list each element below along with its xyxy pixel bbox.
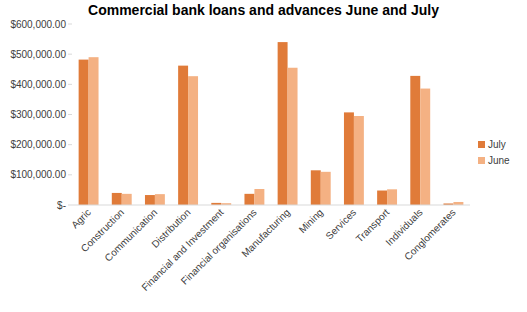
x-axis	[72, 205, 470, 206]
y-tick	[68, 24, 72, 25]
y-tick	[68, 174, 72, 175]
bar	[244, 194, 254, 205]
x-tick-label: Manufacturing	[239, 207, 292, 260]
bar	[254, 189, 264, 205]
bar	[89, 57, 99, 205]
bar	[122, 194, 132, 205]
y-tick-label: $200,000.00	[10, 139, 66, 150]
y-tick	[68, 114, 72, 115]
bar	[377, 191, 387, 205]
legend-label: June	[488, 155, 510, 166]
bar	[321, 172, 331, 205]
y-tick	[68, 54, 72, 55]
bar	[155, 194, 165, 205]
bar	[278, 42, 288, 205]
y-tick-label: $-	[57, 200, 66, 211]
bar	[288, 68, 298, 205]
bar	[112, 193, 122, 205]
bar	[178, 66, 188, 205]
x-tick-label: Agric	[69, 207, 93, 231]
bar	[420, 89, 430, 205]
bar	[188, 76, 198, 205]
y-tick-label: $600,000.00	[10, 19, 66, 30]
y-tick	[68, 84, 72, 85]
bar	[354, 116, 364, 205]
y-tick-label: $300,000.00	[10, 109, 66, 120]
legend-swatch	[478, 141, 485, 148]
bars	[79, 42, 464, 205]
x-tick-label: Communication	[102, 207, 159, 264]
y-tick	[68, 144, 72, 145]
x-tick-label: Mining	[297, 207, 326, 236]
bar	[311, 170, 321, 205]
bar	[79, 60, 89, 205]
title: Commercial bank loans and advances June …	[88, 2, 439, 18]
x-tick-label: Conglomerates	[402, 207, 458, 263]
y-tick-label: $500,000.00	[10, 49, 66, 60]
legend-swatch	[478, 157, 485, 164]
bar	[344, 112, 354, 205]
legend-label: July	[488, 139, 506, 150]
bar	[410, 76, 420, 205]
chart: Commercial bank loans and advances June …	[0, 0, 527, 312]
y-tick	[68, 205, 72, 206]
y-tick-label: $400,000.00	[10, 79, 66, 90]
y-tick-label: $100,000.00	[10, 169, 66, 180]
bar	[387, 189, 397, 205]
bar	[145, 195, 155, 205]
